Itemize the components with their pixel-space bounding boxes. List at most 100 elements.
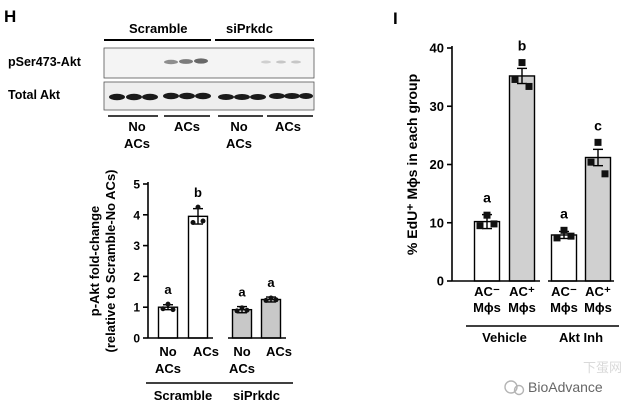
watermark-faint-text: 下蛋网 — [583, 360, 622, 375]
panel-i-letter: I — [393, 9, 398, 28]
bar — [231, 308, 253, 339]
blot-condition-label: ACs — [275, 119, 301, 134]
x-category-label: Mϕs — [584, 300, 612, 315]
data-point — [160, 306, 166, 312]
x-category-label: AC⁻ — [474, 284, 500, 299]
blot-band — [194, 58, 208, 64]
data-point — [476, 222, 484, 230]
blot-band — [164, 59, 178, 65]
data-point — [567, 232, 575, 240]
data-point — [263, 297, 269, 303]
bar — [508, 75, 536, 282]
bar — [157, 306, 179, 339]
data-point — [560, 226, 568, 234]
watermark-logo-icon-part — [513, 384, 525, 396]
x-category-label: AC⁺ — [509, 284, 535, 299]
y-tick-label: 20 — [430, 157, 444, 172]
data-point — [234, 308, 240, 314]
x-category-label: ACs — [155, 361, 181, 376]
x-category-label: ACs — [266, 344, 292, 359]
watermark-logo-icon — [504, 380, 518, 394]
y-tick-label: 10 — [430, 215, 444, 230]
chart-h: 0 1 2 3 4 5 p-Akt fold-change(relative to Scra… — [87, 169, 293, 403]
blot-band — [299, 93, 313, 99]
x-group-label: Scramble — [154, 388, 213, 403]
blot-band — [261, 60, 271, 64]
y-axis-label-line: p-Akt fold-change — [87, 206, 102, 317]
data-point — [601, 170, 609, 178]
western-blot: Scramble siPrkdc pSer473-Akt Total Akt — [8, 21, 315, 151]
chart-i: 0 10 20 30 40 % EdU⁺ Mϕs in each group a b a c AC⁻… — [404, 38, 619, 345]
watermark: 下蛋网 — [504, 360, 622, 396]
blot-group-label-scramble: Scramble — [129, 21, 188, 36]
data-point — [268, 295, 274, 301]
significance-letter: b — [518, 38, 527, 54]
blot-band — [179, 92, 195, 100]
blot-band — [163, 92, 179, 100]
blot-band — [269, 93, 285, 99]
blot-band — [218, 94, 234, 100]
x-category-label: AC⁻ — [551, 284, 577, 299]
blot-condition-label: No — [230, 119, 247, 134]
data-point — [165, 301, 171, 307]
x-category-label: Mϕs — [550, 300, 578, 315]
x-category-label: Mϕs — [508, 300, 536, 315]
blot-band — [284, 93, 300, 99]
y-tick-label: 0 — [437, 274, 444, 289]
x-category-label: ACs — [193, 344, 219, 359]
data-point — [239, 305, 245, 311]
blot-row-label-pser473-akt: pSer473-Akt — [8, 55, 82, 69]
blot-band — [195, 92, 211, 100]
x-category-label: No — [233, 344, 250, 359]
significance-letter: a — [267, 275, 275, 290]
y-tick-label: 2 — [133, 270, 140, 284]
panel-h-letter: H — [4, 7, 16, 26]
data-point — [525, 82, 533, 90]
y-tick-label: 30 — [430, 99, 444, 114]
x-category-label: ACs — [229, 361, 255, 376]
y-axis-label: p-Akt fold-change(relative to Scramble-N… — [87, 169, 118, 352]
significance-letter: a — [164, 282, 172, 297]
significance-letter: c — [594, 117, 602, 133]
data-point — [190, 220, 196, 225]
y-tick-label: 4 — [133, 208, 140, 222]
blot-band — [126, 93, 142, 101]
data-point — [273, 297, 279, 303]
data-point — [200, 218, 206, 224]
data-point — [594, 138, 602, 146]
blot-row-label-total-akt: Total Akt — [8, 88, 61, 102]
bar — [473, 220, 501, 282]
significance-letter: a — [483, 190, 491, 206]
blot-band — [276, 60, 286, 64]
data-point — [244, 307, 250, 313]
x-group-label: Vehicle — [482, 330, 527, 345]
blot-condition-label: ACs — [226, 136, 252, 151]
blot-band — [179, 59, 193, 64]
data-point — [553, 234, 561, 242]
blot-bands-pser473 — [164, 58, 301, 65]
blot-condition-label: ACs — [124, 136, 150, 151]
blot-condition-label: ACs — [174, 119, 200, 134]
blot-band — [142, 93, 158, 101]
x-group-label: siPrkdc — [233, 388, 280, 403]
x-category-label: No — [159, 344, 176, 359]
y-tick-label: 5 — [133, 178, 140, 192]
y-axis-label: % EdU⁺ Mϕs in each group — [404, 74, 420, 255]
blot-band — [109, 93, 125, 101]
y-tick-label: 1 — [133, 301, 140, 315]
bar — [187, 215, 209, 339]
blot-band — [291, 60, 301, 64]
blot-bands-total-akt — [109, 92, 313, 101]
blot-group-label-siprkdc: siPrkdc — [226, 21, 273, 36]
y-tick-label: 3 — [133, 239, 140, 253]
blot-strip-pser473 — [103, 47, 315, 79]
y-tick-label: 40 — [430, 41, 444, 56]
significance-letter: a — [560, 205, 568, 221]
significance-letter: a — [238, 285, 246, 300]
data-point — [587, 158, 595, 166]
x-group-label: Akt Inh — [559, 330, 603, 345]
data-point — [483, 211, 491, 219]
data-point — [170, 307, 176, 313]
bar — [550, 234, 578, 282]
